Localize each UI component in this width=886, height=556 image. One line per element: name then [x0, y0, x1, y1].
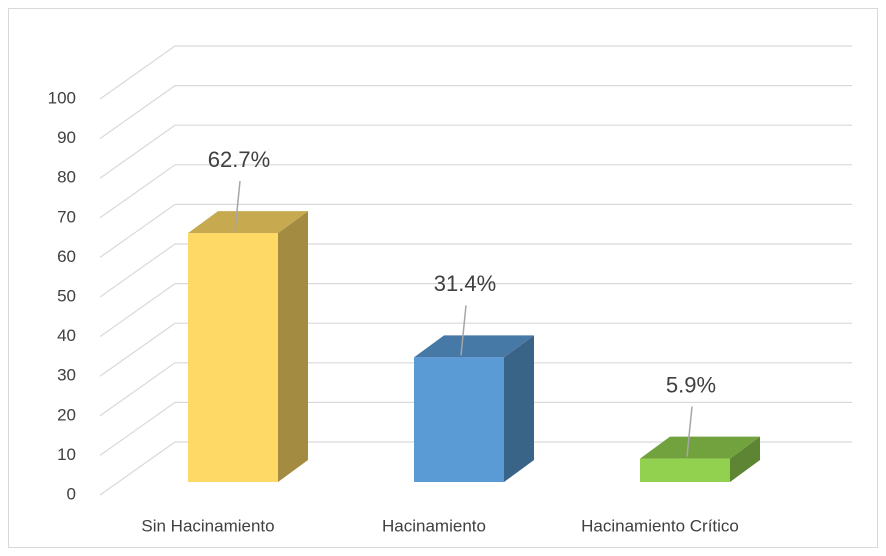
- x-tick-label: Hacinamiento: [382, 516, 486, 535]
- y-tick-label: 70: [57, 207, 76, 226]
- x-tick-label: Hacinamiento Crítico: [581, 516, 739, 535]
- value-label: 62.7%: [208, 147, 270, 172]
- grid-line: [99, 84, 852, 140]
- grid-line: [99, 45, 852, 100]
- bar-top: [414, 335, 534, 358]
- y-tick-label: 20: [57, 405, 76, 424]
- leader-line: [234, 181, 241, 232]
- grid-line: [99, 322, 852, 377]
- grid-line: [99, 203, 852, 258]
- bar-top: [188, 211, 308, 234]
- y-tick-label: 90: [57, 128, 76, 147]
- bar: [640, 458, 730, 482]
- y-tick-label: 50: [57, 286, 76, 305]
- bar-side: [730, 436, 760, 482]
- grid-line: [99, 441, 852, 496]
- leader-line: [686, 406, 693, 457]
- grid-line: [99, 283, 852, 338]
- bar: [188, 233, 278, 482]
- x-tick-label: Sin Hacinamiento: [141, 516, 274, 535]
- value-label: 31.4%: [434, 271, 496, 296]
- y-tick-label: 0: [67, 484, 76, 503]
- y-tick-label: 10: [57, 445, 76, 464]
- bar: [414, 357, 504, 482]
- value-label: 5.9%: [666, 372, 716, 397]
- grid-line: [99, 243, 852, 298]
- grid-line: [99, 164, 852, 219]
- y-tick-label: 30: [57, 366, 76, 385]
- grid-line: [99, 362, 852, 417]
- y-tick-label: 60: [57, 247, 76, 266]
- bar-top: [640, 436, 760, 459]
- y-tick-label: 100: [48, 88, 76, 107]
- y-tick-label: 40: [57, 326, 76, 345]
- bar-side: [278, 211, 308, 482]
- bar-side: [504, 335, 534, 482]
- grid-line: [99, 124, 852, 179]
- y-tick-label: 80: [57, 168, 76, 187]
- grid-line: [99, 401, 852, 456]
- leader-line: [460, 305, 467, 356]
